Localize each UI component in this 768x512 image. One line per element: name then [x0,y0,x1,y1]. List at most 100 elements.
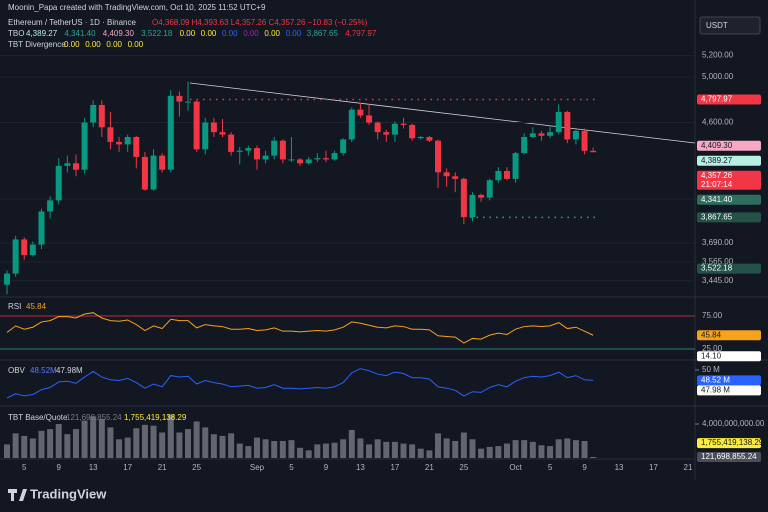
price-badge [697,330,761,341]
candle-body [21,239,28,256]
volume-bar [81,420,88,458]
volume-bar [495,446,502,458]
candle-body [400,123,407,125]
price-badge-label: 3,867.65 [701,213,733,222]
candle-body [55,165,62,201]
volume-bar [90,416,97,458]
candle-body [348,109,355,140]
volume-name: TBT Base/Quote [8,413,68,422]
currency[interactable]: USDT [706,21,728,30]
volume-bar [228,433,235,458]
candle-body [219,132,226,135]
price-badge [697,212,761,223]
obv-tick-label: 50 M [702,365,720,374]
candle-body [288,159,295,161]
time-tick-label: 21 [425,463,434,472]
price-badge [697,351,761,362]
volume-bar [64,434,71,458]
candle-body [503,171,510,179]
volume-bar [469,439,476,458]
obv-name: OBV [8,366,26,375]
time-tick-label: Sep [250,463,265,472]
candle-body [262,155,269,160]
tbo-value: 0.00 [264,29,280,38]
volume-bar [133,428,140,458]
tbt-divergence-value: 0.00 [106,40,122,49]
volume-bar [340,439,347,458]
candle-body [124,137,131,145]
tbo-value: 3,867.65 [307,29,339,38]
volume-bar [366,444,373,458]
volume-bar [486,446,493,458]
candle-body [159,155,166,170]
volume-bar [271,441,278,458]
time-tick-label: 25 [459,463,468,472]
price-badge-label: 121,698,855.24 [701,452,757,461]
candle-body [297,159,304,164]
tbo-name: TBO [8,29,24,38]
price-tick-label: 3,565.00 [702,257,734,266]
tbo-value: 4,389.27 [26,29,58,38]
candle-body [47,200,54,212]
candle-body [521,137,528,154]
price-badge [697,438,761,449]
volume-bar [150,425,157,458]
candle-body [443,172,450,177]
price-badge-label: 45.84 [701,330,722,339]
candle-body [555,111,562,133]
volume-bar [547,446,554,458]
volume-bar [512,440,519,458]
volume-bar [12,433,19,458]
volume-bar [417,448,424,458]
price-badge [697,94,761,105]
volume-bar [435,433,441,458]
volume-bar [262,439,269,458]
currency-box[interactable] [699,16,761,35]
candle-body [176,95,183,102]
volume-bar [426,450,433,458]
tbt-divergence-value: 0.00 [64,40,80,49]
candle-body [141,156,148,190]
tbo-value: 0.00 [243,29,259,38]
candle-body [253,148,260,160]
price-badge [697,155,761,166]
candle-body [331,153,338,160]
volume-bar [202,427,209,458]
tbo-value: 0.00 [286,29,302,38]
candle-body [391,123,398,135]
tbo-value: 4,797.97 [345,29,377,38]
volume-bar [572,440,579,458]
candle-body [4,273,10,285]
volume-bar [21,435,28,458]
volume-tick-label: 4,000,000,000.00 [702,419,765,428]
candle-body [279,140,286,160]
price-badge-label: 1,755,419,138.29 [701,438,764,447]
candle-body [98,104,105,128]
volume-bar [4,444,10,458]
price-badge-label: 48.52 M [701,375,730,384]
candle-body [314,158,321,160]
candle-body [486,180,493,198]
candle-body [495,171,502,181]
price-tick-label: 5,000.00 [702,72,734,81]
price-badge-label: 47.98 M [701,385,730,394]
volume-bar [322,443,329,458]
volume-bar [564,438,571,458]
time-tick-label: 5 [289,463,294,472]
time-tick-label: 9 [324,463,329,472]
candle-body [38,211,45,245]
time-tick-label: 21 [158,463,167,472]
obv-legend: 47.98M [56,366,83,375]
candle-body [12,239,19,274]
volume-bar [503,443,510,458]
volume-bar [374,439,381,458]
tbo-value: 0.00 [222,29,238,38]
rsi-name: RSI [8,302,21,311]
time-tick-label: 17 [123,463,132,472]
price-badge-label: 3,522.18 [701,264,733,273]
candle-body [547,132,554,136]
volume-bar [141,424,148,458]
volume-bar [443,438,450,458]
